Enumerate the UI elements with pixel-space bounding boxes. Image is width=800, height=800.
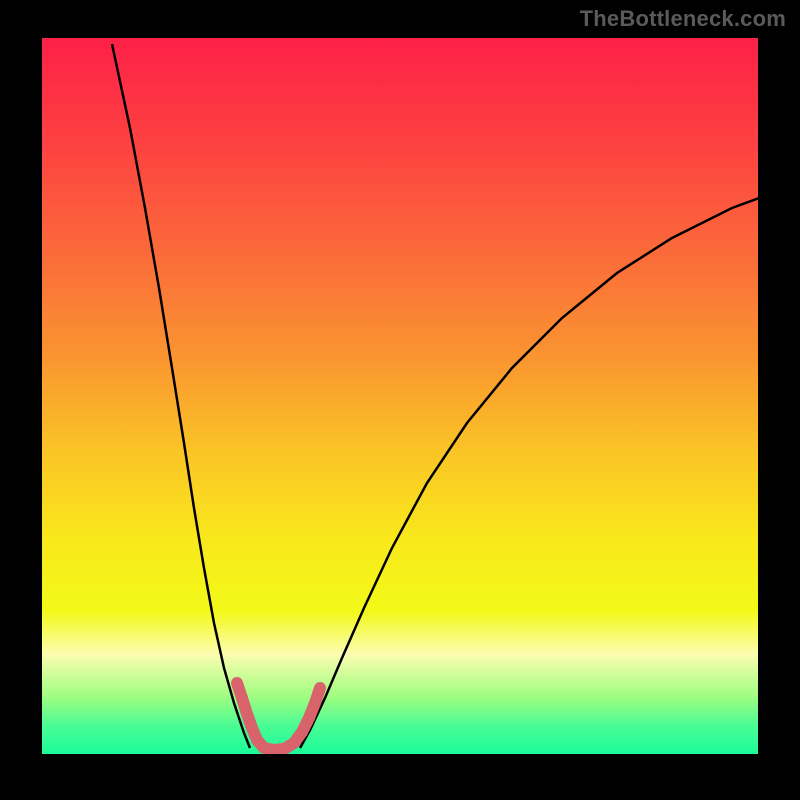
watermark-text: TheBottleneck.com <box>580 6 786 32</box>
curve-layer <box>42 38 758 754</box>
curve-right-branch <box>300 183 758 748</box>
curve-left-branch <box>112 44 250 748</box>
chart-canvas: TheBottleneck.com <box>0 0 800 800</box>
trough-highlight <box>237 683 320 750</box>
plot-area <box>42 38 758 754</box>
